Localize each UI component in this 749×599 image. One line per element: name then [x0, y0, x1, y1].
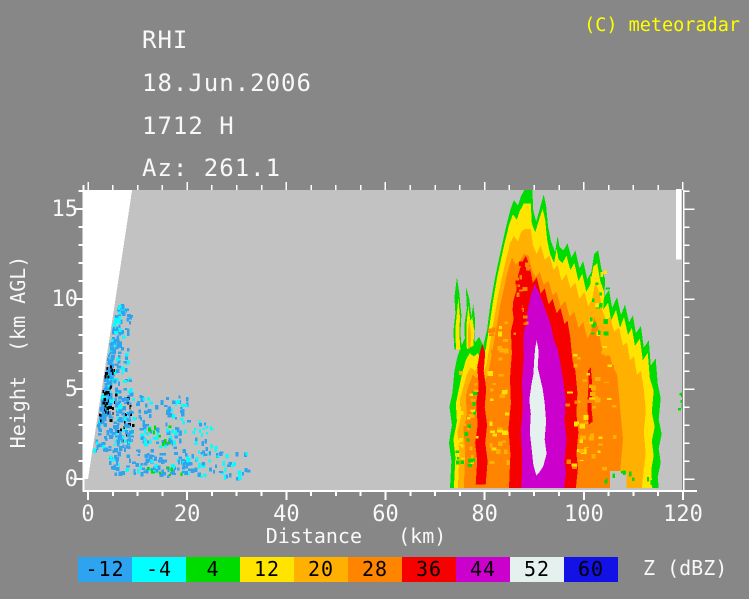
- colorbar-swatch-44dbz: 44: [456, 557, 510, 582]
- y-tick-label: 0: [65, 467, 78, 492]
- no-scan-wedge: [84, 190, 133, 479]
- colorbar-swatch-4dbz: 4: [186, 557, 240, 582]
- y-axis-title: Height (km AGL): [6, 256, 30, 449]
- x-tick-label: 120: [663, 502, 703, 527]
- colorbar-swatch-12dbz: 12: [240, 557, 294, 582]
- colorbar-swatch-value: 52: [523, 557, 551, 581]
- colorbar-swatch-value: 20: [307, 557, 335, 581]
- echo-layer-52dbz: [529, 340, 547, 476]
- colorbar-swatch-36dbz: 36: [402, 557, 456, 582]
- colorbar-swatch-value: 44: [469, 557, 497, 581]
- x-axis-title: Distance (km): [266, 524, 447, 548]
- colorbar-swatch-value: 28: [361, 557, 389, 581]
- x-tick-label: 0: [81, 502, 94, 527]
- colorbar-swatch-value: 12: [253, 557, 281, 581]
- no-scan-strip: [676, 189, 682, 260]
- colorbar-swatch-value: -12: [85, 557, 125, 581]
- copyright-label: (C) meteoradar: [584, 15, 740, 36]
- colorbar-swatch-52dbz: 52: [510, 557, 564, 582]
- colorbar-swatch-value: -4: [145, 557, 173, 581]
- colorbar-swatch-28dbz: 28: [348, 557, 402, 582]
- x-tick-label: 80: [471, 502, 498, 527]
- colorbar-swatch-value: 60: [577, 557, 605, 581]
- colorbar-unit-label: Z (dBZ): [643, 556, 728, 580]
- axes: [73, 182, 697, 500]
- x-tick-label: 40: [273, 502, 300, 527]
- tick-labels: 0 20 40 60 80 100 120 0 5 10 15 Distance (km) Height…: [6, 197, 703, 548]
- scan-time: 1712 H: [142, 112, 235, 140]
- colorbar-swatch-value: 36: [415, 557, 443, 581]
- product-title: RHI: [142, 26, 189, 54]
- colorbar-swatch--4dbz: -4: [132, 557, 186, 582]
- colorbar-swatch--12dbz: -12: [78, 557, 132, 582]
- x-tick-label: 20: [174, 502, 201, 527]
- x-tick-label: 60: [372, 502, 399, 527]
- y-tick-label: 15: [52, 197, 79, 222]
- scan-date: 18.Jun.2006: [142, 69, 312, 97]
- x-tick-label: 100: [564, 502, 604, 527]
- y-tick-label: 5: [65, 377, 78, 402]
- echo-layers: [449, 190, 662, 490]
- reflectivity-colorbar: -12 -4 4 12 20 28 36 44 52 60: [78, 557, 618, 582]
- clutter-speckles: [92, 261, 682, 486]
- y-tick-label: 10: [52, 287, 79, 312]
- azimuth-readout: Az: 261.1: [142, 154, 282, 182]
- colorbar-swatch-value: 4: [206, 557, 220, 581]
- colorbar-swatch-60dbz: 60: [564, 557, 618, 582]
- colorbar-swatch-20dbz: 20: [294, 557, 348, 582]
